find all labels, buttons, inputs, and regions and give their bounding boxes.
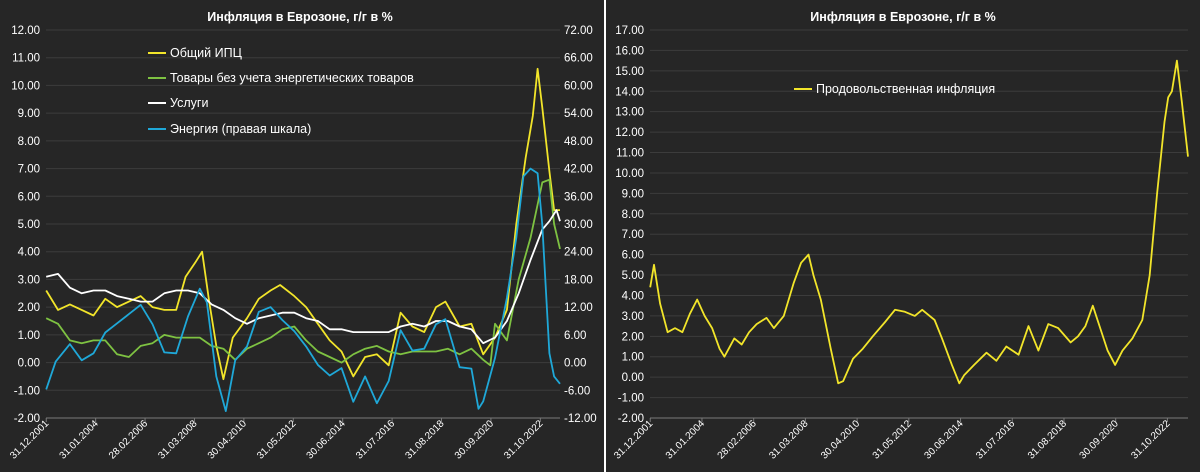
y-tick-label: 1.00 [18, 330, 40, 342]
y-tick-label: 2.00 [18, 302, 40, 314]
panel-divider [604, 0, 606, 472]
y-tick-label: 1.00 [622, 352, 644, 364]
chart-title: Инфляция в Еврозоне, г/г в % [207, 10, 392, 24]
y-tick-label: -1.00 [14, 385, 40, 397]
x-tick-label: 28.02.2006 [107, 418, 150, 461]
x-tick-label: 30.06.2014 [305, 418, 348, 461]
y-tick-label: 9.00 [622, 188, 644, 200]
y-right-tick-label: 36.00 [564, 191, 593, 203]
y-right-tick-label: 12.00 [564, 302, 593, 314]
y-tick-label: 3.00 [622, 311, 644, 323]
series-line-0 [649, 59, 1189, 385]
chart-panel-left: Инфляция в Еврозоне, г/г в % -2.00 -1.00 0… [0, 0, 604, 472]
y-tick-label: 8.00 [622, 209, 644, 221]
x-tick-label: 30.04.2010 [206, 418, 249, 461]
legend-label: Товары без учета энергетических товаров [170, 71, 414, 85]
y-tick-label: 5.00 [18, 219, 40, 231]
chart-right: Инфляция в Еврозоне, г/г в % -2.00 -1.00 0… [612, 10, 1189, 462]
y-tick-label: 12.00 [11, 25, 40, 37]
x-tick-label: 28.02.2006 [716, 418, 759, 461]
y-right-tick-label: 66.00 [564, 53, 593, 65]
y-right-tick-label: 60.00 [564, 80, 593, 92]
legend-label: Услуги [170, 96, 208, 110]
y-right-tick-label: 18.00 [564, 274, 593, 286]
x-tick-label: 31.01.2004 [58, 418, 101, 461]
x-tick-label: 31.08.2018 [1026, 418, 1069, 461]
y-tick-label: 5.00 [622, 270, 644, 282]
y-tick-label: 17.00 [615, 25, 644, 37]
y-tick-label: 6.00 [622, 250, 644, 262]
y-right-tick-label: -6.00 [564, 385, 590, 397]
x-tick-label: 31.01.2004 [664, 418, 707, 461]
y-tick-label: 6.00 [18, 191, 40, 203]
y-right-tick-label: 42.00 [564, 164, 593, 176]
x-tick-label: 30.06.2014 [922, 418, 965, 461]
y-tick-label: 10.00 [11, 80, 40, 92]
y-tick-label: 13.00 [615, 107, 644, 119]
y-tick-label: 7.00 [622, 229, 644, 241]
y-right-tick-label: 24.00 [564, 247, 593, 259]
y-tick-label: 10.00 [615, 168, 644, 180]
y-right-tick-label: 30.00 [564, 219, 593, 231]
y-tick-label: -2.00 [14, 413, 40, 425]
y-tick-label: 0.00 [18, 358, 40, 370]
x-tick-label: 30.09.2020 [1078, 418, 1121, 461]
y-right-tick-label: 54.00 [564, 108, 593, 120]
x-tick-label: 31.10.2022 [502, 418, 545, 461]
y-tick-label: 7.00 [18, 164, 40, 176]
x-tick-label: 31.07.2016 [354, 418, 397, 461]
y-right-tick-label: 0.00 [564, 358, 586, 370]
x-tick-label: 30.09.2020 [453, 418, 496, 461]
chart-title: Инфляция в Еврозоне, г/г в % [810, 10, 995, 24]
series-line-3 [45, 167, 561, 413]
y-right-tick-label: 48.00 [564, 136, 593, 148]
x-tick-label: 31.10.2022 [1129, 418, 1172, 461]
y-right-tick-label: -12.00 [564, 413, 597, 425]
y-tick-label: 2.00 [622, 331, 644, 343]
y-tick-label: 11.00 [616, 148, 644, 160]
y-tick-label: -1.00 [618, 393, 644, 405]
x-tick-label: 31.07.2016 [974, 418, 1017, 461]
series-line-2 [45, 209, 561, 345]
y-tick-label: -2.00 [618, 413, 644, 425]
y-tick-label: 14.00 [615, 86, 644, 98]
x-tick-label: 31.05.2012 [871, 418, 914, 461]
y-tick-label: 16.00 [615, 45, 644, 57]
y-tick-label: 11.00 [12, 53, 40, 65]
y-tick-label: 4.00 [622, 290, 644, 302]
x-tick-label: 31.03.2008 [156, 418, 199, 461]
y-tick-label: 12.00 [615, 127, 644, 139]
y-tick-label: 8.00 [18, 136, 40, 148]
series-line-0 [45, 67, 560, 381]
legend-label: Энергия (правая шкала) [170, 122, 311, 136]
chart-panel-right: Инфляция в Еврозоне, г/г в % -2.00 -1.00 0… [606, 0, 1200, 472]
y-right-tick-label: 6.00 [564, 330, 586, 342]
x-tick-label: 31.03.2008 [767, 418, 810, 461]
y-tick-label: 3.00 [18, 274, 40, 286]
x-tick-label: 31.08.2018 [403, 418, 446, 461]
x-tick-label: 30.04.2010 [819, 418, 862, 461]
y-tick-label: 15.00 [615, 66, 644, 78]
x-tick-label: 31.05.2012 [255, 418, 298, 461]
y-tick-label: 9.00 [18, 108, 40, 120]
legend-label: Общий ИПЦ [170, 46, 243, 60]
y-tick-label: 4.00 [18, 247, 40, 259]
series-line-1 [45, 178, 561, 367]
legend-label: Продовольственная инфляция [816, 82, 995, 96]
chart-left: Инфляция в Еврозоне, г/г в % -2.00 -1.00 0… [8, 10, 597, 462]
y-right-tick-label: 72.00 [564, 25, 593, 37]
y-tick-label: 0.00 [622, 372, 644, 384]
